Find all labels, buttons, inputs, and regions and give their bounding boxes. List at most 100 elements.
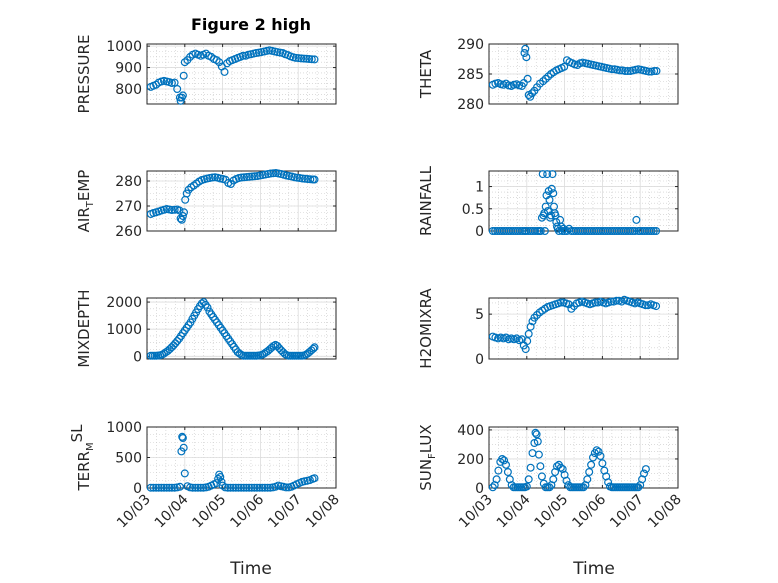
y-tick-label: 0 — [133, 481, 142, 497]
y-tick-label: 260 — [115, 224, 142, 240]
data-point — [252, 48, 261, 57]
data-point — [644, 67, 653, 76]
data-point — [607, 65, 616, 74]
data-point — [149, 483, 158, 492]
data-point — [310, 175, 319, 184]
y-tick-label: 400 — [457, 423, 484, 439]
data-point — [502, 460, 511, 469]
data-point — [548, 170, 557, 179]
data-point — [247, 483, 256, 492]
data-point — [173, 84, 182, 93]
subplot-2: 280 285 290 THETA — [417, 37, 679, 113]
data-point — [539, 77, 548, 86]
data-point — [538, 170, 547, 179]
y-tick-label: 2000 — [106, 295, 142, 311]
data-point — [310, 474, 319, 483]
data-point — [628, 227, 637, 236]
y-tick-label: 1000 — [106, 322, 142, 338]
data-point — [197, 299, 206, 308]
data-point — [652, 227, 661, 236]
data-point — [263, 483, 272, 492]
data-point — [641, 301, 650, 310]
data-point — [199, 483, 208, 492]
data-point — [248, 172, 257, 181]
y-axis-label: SUNFLUX — [417, 424, 438, 490]
data-point — [498, 455, 507, 464]
data-point — [647, 227, 656, 236]
data-point — [545, 195, 554, 204]
data-point — [652, 302, 661, 311]
data-point — [522, 482, 531, 491]
data-point — [231, 483, 240, 492]
data-point — [180, 469, 189, 478]
axes-box — [146, 43, 337, 105]
data-point — [234, 483, 243, 492]
y-axis-label: MIXDEPTH — [75, 289, 93, 367]
data-point — [266, 483, 275, 492]
data-point — [488, 483, 497, 492]
data-point — [186, 483, 195, 492]
data-point — [536, 227, 545, 236]
data-point — [531, 428, 540, 437]
figure-title: Figure 2 high — [191, 15, 311, 34]
subplot-3: 260 270 280 AIRTEMP — [75, 169, 337, 240]
data-point — [591, 298, 600, 307]
data-point — [310, 343, 319, 352]
subplot-5: 0 1000 2000 MIXDEPTH — [75, 289, 337, 368]
data-point — [310, 55, 319, 64]
data-point — [157, 483, 166, 492]
data-point — [229, 483, 238, 492]
data-point — [579, 483, 588, 492]
data-point — [521, 345, 530, 354]
data-point — [196, 483, 205, 492]
data-point — [547, 184, 556, 193]
data-point — [309, 344, 318, 353]
data-point — [178, 91, 187, 100]
data-point — [564, 300, 573, 309]
y-tick-label: 0 — [133, 349, 142, 365]
data-point — [245, 172, 254, 181]
data-point — [179, 71, 188, 80]
data-point — [260, 483, 269, 492]
data-point — [526, 322, 535, 331]
data-point — [170, 483, 179, 492]
data-point — [291, 53, 300, 62]
data-point — [604, 478, 613, 487]
x-axis-label-left: Time — [229, 559, 272, 579]
data-point — [237, 483, 246, 492]
data-point — [592, 446, 601, 455]
data-point — [549, 475, 558, 484]
data-point — [146, 483, 155, 492]
data-point — [239, 483, 248, 492]
data-point — [298, 174, 307, 183]
data-point — [530, 313, 539, 322]
data-point — [305, 54, 314, 63]
data-point — [293, 173, 302, 182]
data-point — [302, 54, 311, 63]
data-point — [178, 212, 187, 221]
data-point — [541, 74, 550, 83]
subplot-1: 800 900 1000 PRESSURE — [75, 35, 337, 113]
data-point — [282, 483, 291, 492]
data-point — [615, 66, 624, 75]
data-point — [594, 447, 603, 456]
x-axis-label-right: Time — [572, 559, 615, 579]
data-point — [203, 303, 212, 312]
data-point — [266, 169, 275, 178]
data-point — [526, 463, 535, 472]
y-tick-label: 200 — [457, 452, 484, 468]
y-axis-label: H2OMIXRA — [417, 288, 435, 369]
data-point — [541, 202, 550, 211]
data-point — [562, 476, 571, 485]
data-point — [585, 468, 594, 477]
data-point — [540, 227, 549, 236]
data-point — [587, 460, 596, 469]
data-point — [301, 174, 310, 183]
data-point — [162, 483, 171, 492]
data-point — [641, 465, 650, 474]
data-point — [598, 459, 607, 468]
data-point — [226, 483, 235, 492]
data-point — [221, 483, 230, 492]
data-point — [167, 483, 176, 492]
